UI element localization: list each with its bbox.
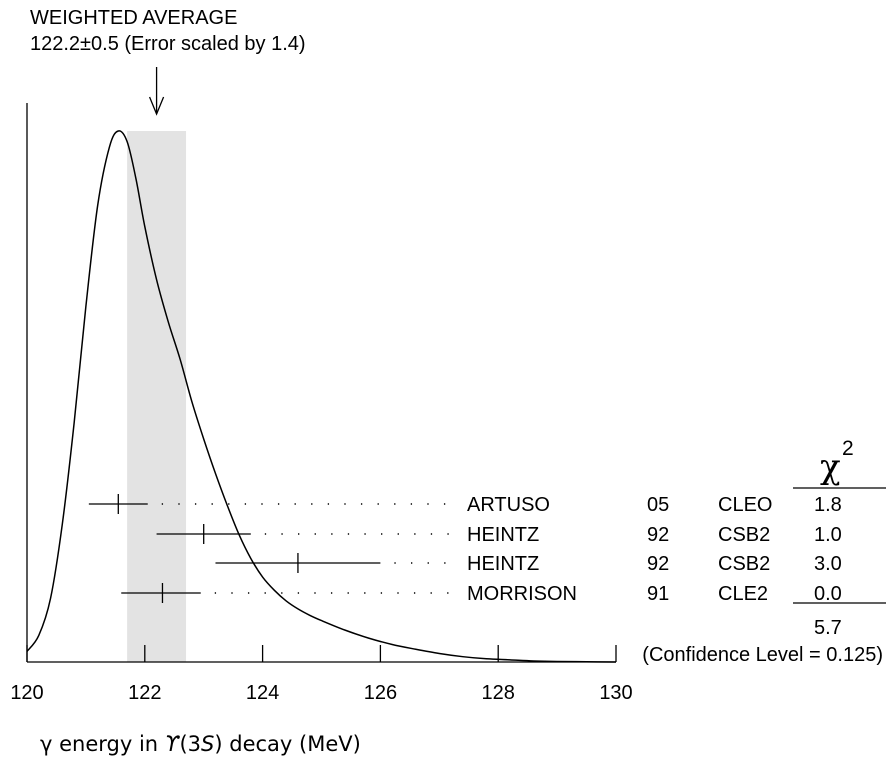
author-label: MORRISON <box>467 583 577 605</box>
author-label: HEINTZ <box>467 553 539 575</box>
x-tick-label: 126 <box>364 682 397 704</box>
measurement-row: HEINTZ 92 CSB2 1.0 <box>156 524 842 546</box>
chart-title: WEIGHTED AVERAGE <box>30 7 237 29</box>
measurement-row: ARTUSO 05 CLEO 1.8 <box>88 494 842 516</box>
chi2-value: 0.0 <box>814 583 842 605</box>
weighted-average-arrow <box>148 67 165 116</box>
x-tick-label: 122 <box>128 682 161 704</box>
x-tick-label: 130 <box>599 682 632 704</box>
chi2-total: 5.7 <box>814 617 842 639</box>
x-axis-label-state-letter: S <box>201 732 214 756</box>
measurement-row: HEINTZ 92 CSB2 3.0 <box>215 553 842 575</box>
author-label: ARTUSO <box>467 494 550 516</box>
chart-subtitle: 122.2±0.5 (Error scaled by 1.4) <box>30 33 306 55</box>
x-tick-label: 120 <box>10 682 43 704</box>
ideogram-curve <box>26 130 617 663</box>
arrow-head <box>148 96 165 116</box>
year-label: 91 <box>647 583 669 605</box>
measurements: ARTUSO 05 CLEO 1.8 HEINTZ 92 CSB2 1.0 HEINTZ 92 CS… <box>88 494 842 605</box>
x-ticks: 120 122 124 126 128 130 <box>10 645 633 704</box>
year-label: 92 <box>647 524 669 546</box>
upsilon-symbol: ϒ <box>165 732 181 756</box>
author-label: HEINTZ <box>467 524 539 546</box>
experiment-label: CLEO <box>718 494 772 516</box>
x-axis-label: γ energy in ϒ(3S) decay (MeV) <box>40 732 361 756</box>
x-tick-label: 128 <box>482 682 515 704</box>
experiment-label: CSB2 <box>718 553 770 575</box>
x-axis-label-state: (3 <box>179 732 201 756</box>
year-label: 05 <box>647 494 669 516</box>
x-axis-label-prefix: γ energy in <box>40 732 165 756</box>
chi2-value: 3.0 <box>814 553 842 575</box>
chi2-header-superscript: 2 <box>842 437 854 460</box>
chi2-value: 1.0 <box>814 524 842 546</box>
weighted-average-band <box>127 131 187 662</box>
x-axis-label-suffix: ) decay (MeV) <box>214 732 360 756</box>
experiment-label: CSB2 <box>718 524 770 546</box>
confidence-level: (Confidence Level = 0.125) <box>642 644 883 666</box>
chi2-value: 1.8 <box>814 494 842 516</box>
year-label: 92 <box>647 553 669 575</box>
x-tick-label: 124 <box>246 682 279 704</box>
measurement-row: MORRISON 91 CLE2 0.0 <box>121 583 842 605</box>
experiment-label: CLE2 <box>718 583 768 605</box>
chi2-header: χ <box>820 447 841 487</box>
